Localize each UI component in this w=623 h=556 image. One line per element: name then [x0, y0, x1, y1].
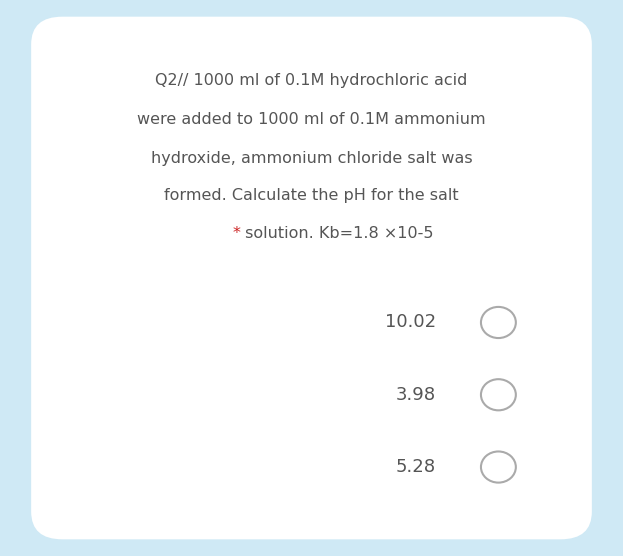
Text: formed. Calculate the pH for the salt: formed. Calculate the pH for the salt — [164, 188, 459, 203]
Text: were added to 1000 ml of 0.1M ammonium: were added to 1000 ml of 0.1M ammonium — [137, 112, 486, 127]
Text: 3.98: 3.98 — [396, 386, 436, 404]
Text: 10.02: 10.02 — [385, 314, 436, 331]
Text: *: * — [232, 226, 240, 241]
Text: 5.28: 5.28 — [396, 458, 436, 476]
Text: solution. Kb=1.8 ×10-5: solution. Kb=1.8 ×10-5 — [239, 226, 433, 241]
FancyBboxPatch shape — [31, 17, 592, 539]
Text: hydroxide, ammonium chloride salt was: hydroxide, ammonium chloride salt was — [151, 151, 472, 166]
Text: Q2// 1000 ml of 0.1M hydrochloric acid: Q2// 1000 ml of 0.1M hydrochloric acid — [155, 73, 468, 88]
